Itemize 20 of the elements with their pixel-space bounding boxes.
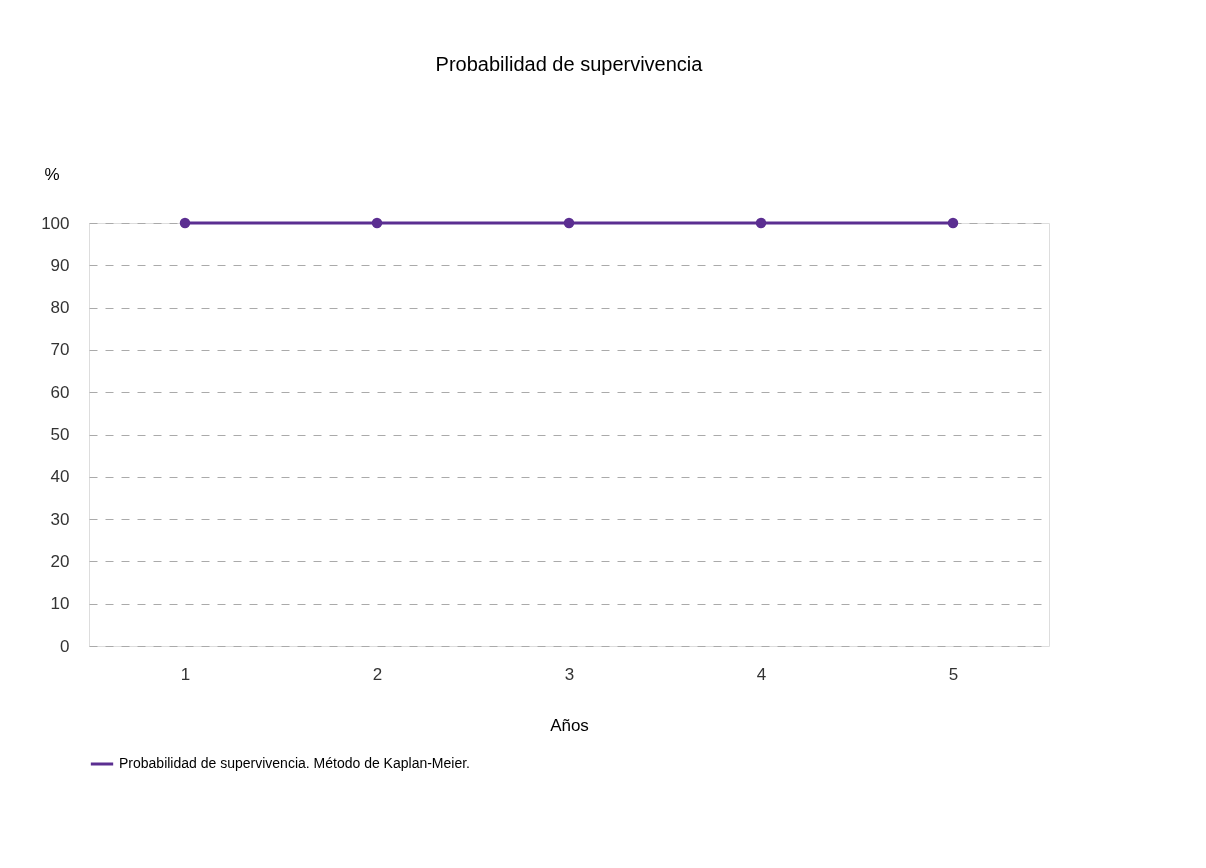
y-tick-label: 60 (50, 382, 70, 402)
x-tick-label: 3 (564, 664, 575, 684)
y-tick-label: 90 (50, 255, 70, 275)
y-tick-label: 10 (50, 594, 70, 614)
x-tick-label: 1 (180, 664, 191, 684)
y-tick-label: 100 (41, 213, 70, 233)
y-tick-label: 70 (50, 340, 70, 360)
x-axis-title: Años (550, 715, 589, 735)
y-tick-label: 50 (50, 425, 70, 444)
y-tick-label: 20 (50, 551, 70, 571)
y-tick-label: 80 (50, 298, 70, 318)
x-tick-label: 2 (372, 664, 383, 684)
y-tick-label: 0 (60, 636, 70, 656)
x-tick-label: 4 (756, 664, 767, 684)
x-tick-label: 5 (948, 664, 959, 684)
chart-title: Probabilidad de supervivencia (435, 53, 704, 75)
y-axis-title: % (44, 164, 60, 184)
y-tick-label: 30 (50, 509, 70, 529)
legend-label: Probabilidad de supervivencia. Método de Kaplan-Meier. (119, 755, 470, 771)
y-tick-label: 40 (50, 467, 70, 487)
